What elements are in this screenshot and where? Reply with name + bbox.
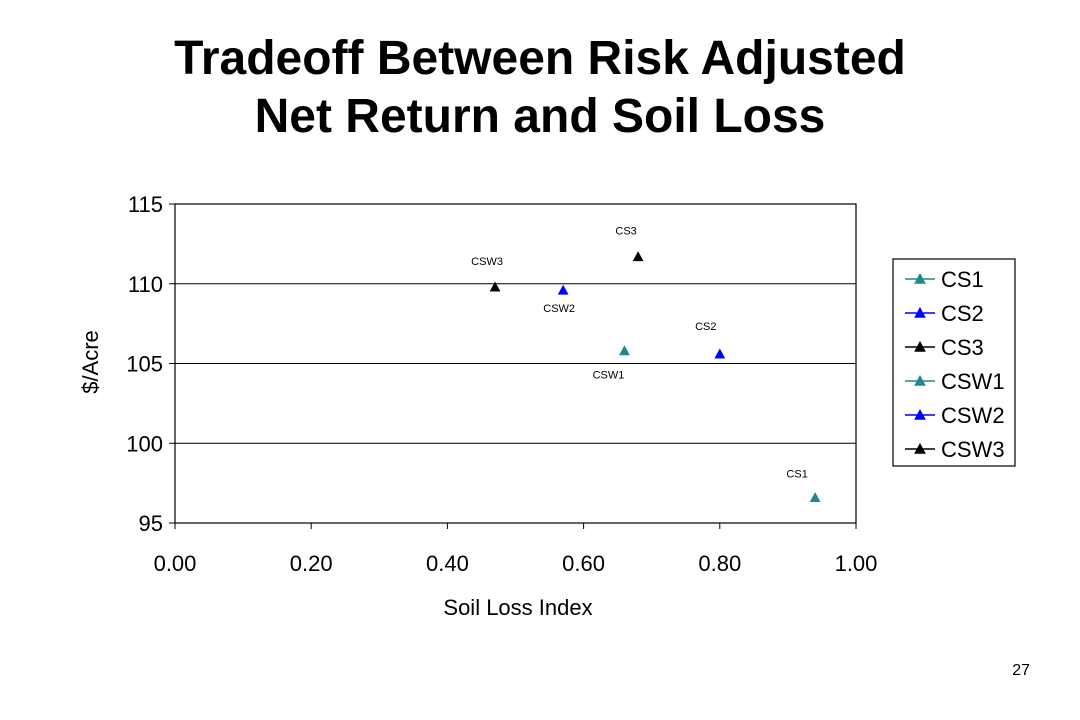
- slide-title: Tradeoff Between Risk Adjusted Net Retur…: [0, 30, 1080, 146]
- data-labels: CS1 CS2 CS3 CSW1 CSW2 CSW3: [471, 226, 808, 481]
- data-label-csw1: CSW1: [593, 370, 625, 382]
- x-tick-label: 1.00: [835, 551, 878, 576]
- data-point-cs1: [809, 491, 821, 502]
- data-label-cs3: CS3: [615, 226, 636, 238]
- legend-marker-cs3: [914, 340, 926, 352]
- data-label-csw3: CSW3: [471, 256, 503, 268]
- y-tick-label: 95: [139, 511, 163, 536]
- gridlines: [175, 283, 856, 444]
- legend-label-csw3: CSW3: [941, 437, 1005, 462]
- legend-label-csw1: CSW1: [941, 369, 1005, 394]
- legend-marker-csw3: [914, 442, 926, 454]
- legend-label-csw2: CSW2: [941, 403, 1005, 428]
- y-tick-label: 115: [128, 192, 163, 217]
- y-tick-label: 110: [128, 272, 163, 297]
- legend-label-cs2: CS2: [941, 301, 984, 326]
- x-axis: 0.00 0.20 0.40 0.60 0.80 1.00: [154, 523, 878, 576]
- y-tick-label: 105: [126, 352, 163, 377]
- y-axis-title: $/Acre: [78, 330, 103, 394]
- x-tick-label: 0.80: [698, 551, 741, 576]
- page-number: 27: [1012, 662, 1030, 679]
- data-points: [489, 251, 821, 502]
- x-tick-label: 0.20: [290, 551, 333, 576]
- legend-marker-cs1: [914, 272, 926, 284]
- legend-marker-csw2: [914, 408, 926, 420]
- x-tick-label: 0.40: [426, 551, 469, 576]
- slide-title-line-2: Net Return and Soil Loss: [254, 90, 826, 143]
- data-point-csw3: [489, 281, 501, 292]
- data-label-cs2: CS2: [695, 321, 716, 333]
- legend-marker-cs2: [914, 306, 926, 318]
- data-point-csw2: [557, 284, 569, 295]
- data-point-csw1: [619, 345, 630, 356]
- x-tick-label: 0.00: [154, 551, 197, 576]
- y-axis: 95 100 105 110 115: [126, 192, 175, 536]
- slide-title-line-1: Tradeoff Between Risk Adjusted: [174, 32, 906, 85]
- legend: CS1 CS2 CS3 CSW1 CSW2 CSW3: [892, 258, 1016, 467]
- x-axis-title: Soil Loss Index: [443, 595, 592, 620]
- data-point-cs3: [632, 251, 644, 262]
- legend-box: [892, 258, 1016, 467]
- legend-marker-csw1: [914, 374, 926, 386]
- legend-label-cs1: CS1: [941, 267, 984, 292]
- legend-label-cs3: CS3: [941, 335, 984, 360]
- data-point-cs2: [714, 348, 726, 359]
- data-label-csw2: CSW2: [543, 303, 575, 315]
- x-tick-label: 0.60: [562, 551, 605, 576]
- data-label-cs1: CS1: [786, 468, 807, 480]
- y-tick-label: 100: [126, 431, 163, 456]
